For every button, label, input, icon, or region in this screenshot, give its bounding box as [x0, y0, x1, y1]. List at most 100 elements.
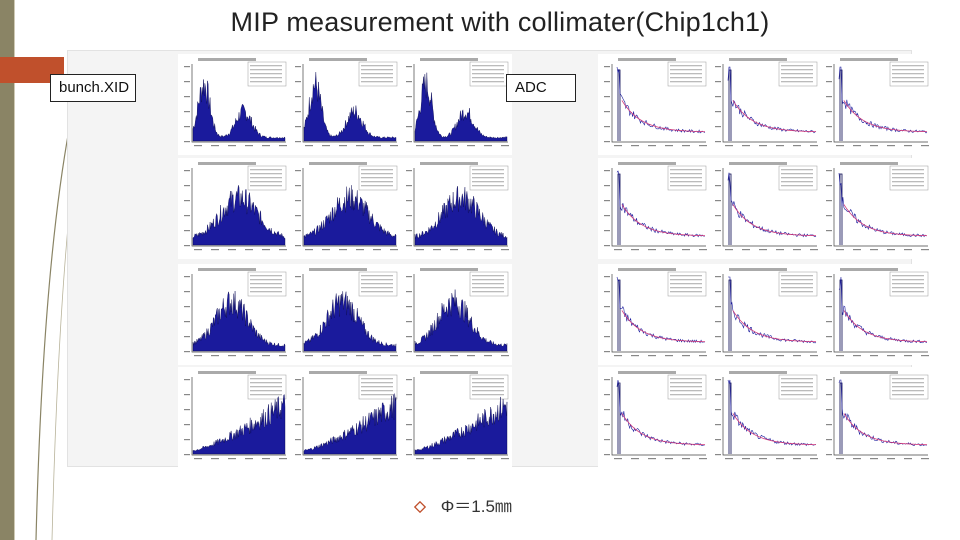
collimator-diameter: Φ＝1.5㎜	[440, 497, 512, 516]
y-tick-mark	[604, 141, 610, 143]
y-tick-mark	[715, 126, 721, 128]
y-tick-mark	[826, 81, 832, 83]
y-tick-mark	[604, 454, 610, 456]
x-tick-mark	[793, 458, 801, 460]
y-tick-mark	[295, 306, 301, 308]
y-tick-mark	[295, 394, 301, 396]
y-tick-mark	[406, 141, 412, 143]
stats-line	[361, 181, 393, 183]
stats-line	[250, 77, 282, 79]
x-tick-mark	[725, 145, 733, 147]
y-tick-mark	[295, 276, 301, 278]
histogram-header-mark	[618, 162, 676, 165]
stats-line	[472, 173, 504, 175]
stats-line	[892, 283, 924, 285]
y-tick-mark	[295, 321, 301, 323]
x-tick-mark	[433, 458, 441, 460]
histogram-header-mark	[420, 58, 478, 61]
x-tick-mark	[793, 355, 801, 357]
stats-line	[892, 65, 924, 67]
x-tick-mark	[433, 355, 441, 357]
y-tick-mark	[295, 351, 301, 353]
y-tick-mark	[604, 351, 610, 353]
histogram-fill	[303, 185, 397, 246]
histogram-header-mark	[420, 371, 478, 374]
y-tick-mark	[715, 306, 721, 308]
y-tick-mark	[406, 439, 412, 441]
y-tick-mark	[184, 351, 190, 353]
stats-line	[781, 65, 813, 67]
stats-line	[892, 279, 924, 281]
x-tick-mark	[682, 355, 690, 357]
stats-line	[781, 73, 813, 75]
x-tick-mark	[810, 249, 818, 251]
histogram-header-mark	[729, 58, 787, 61]
y-tick-mark	[184, 439, 190, 441]
x-tick-mark	[699, 145, 707, 147]
adc-histogram-line	[727, 66, 817, 134]
x-tick-mark	[648, 458, 656, 460]
histogram-header-mark	[729, 162, 787, 165]
stats-line	[781, 291, 813, 293]
x-tick-mark	[373, 355, 381, 357]
stats-line	[361, 394, 393, 396]
x-tick-mark	[836, 458, 844, 460]
stats-line	[781, 69, 813, 71]
axes-frame	[722, 168, 817, 247]
x-tick-mark	[339, 458, 347, 460]
x-tick-mark	[228, 145, 236, 147]
x-tick-mark	[725, 355, 733, 357]
x-tick-mark	[853, 249, 861, 251]
stats-line	[250, 275, 282, 277]
stats-line	[670, 65, 702, 67]
stats-line	[361, 378, 393, 380]
y-tick-mark	[184, 96, 190, 98]
histogram-canvas	[184, 162, 287, 251]
histogram-canvas	[826, 371, 929, 460]
stats-line	[250, 291, 282, 293]
y-tick-mark	[184, 185, 190, 187]
x-tick-mark	[870, 355, 878, 357]
fit-curve	[732, 100, 817, 133]
y-tick-mark	[715, 424, 721, 426]
y-tick-mark	[184, 200, 190, 202]
y-tick-mark	[826, 245, 832, 247]
bunchxid-label: bunch.XID	[50, 74, 136, 102]
y-tick-mark	[715, 111, 721, 113]
histogram-header-mark	[840, 371, 898, 374]
x-tick-mark	[305, 458, 313, 460]
axes-frame	[413, 168, 508, 247]
axes-frame	[191, 64, 286, 143]
x-tick-mark	[836, 249, 844, 251]
x-tick-mark	[665, 458, 673, 460]
x-tick-mark	[921, 355, 929, 357]
histogram-canvas	[604, 268, 707, 357]
axes-frame	[413, 274, 508, 353]
x-tick-mark	[759, 145, 767, 147]
y-tick-mark	[715, 276, 721, 278]
x-tick-mark	[501, 145, 509, 147]
y-tick-mark	[604, 96, 610, 98]
x-tick-mark	[339, 145, 347, 147]
y-tick-mark	[826, 185, 832, 187]
stats-line	[892, 173, 924, 175]
x-tick-mark	[467, 249, 475, 251]
x-tick-mark	[390, 145, 398, 147]
histogram-header-mark	[198, 268, 256, 271]
x-tick-mark	[776, 355, 784, 357]
stats-line	[781, 275, 813, 277]
stats-line	[892, 291, 924, 293]
y-tick-mark	[295, 141, 301, 143]
stats-line	[892, 390, 924, 392]
x-tick-mark	[262, 355, 270, 357]
x-tick-mark	[245, 145, 253, 147]
y-tick-mark	[184, 454, 190, 456]
x-tick-mark	[416, 355, 424, 357]
x-tick-mark	[501, 355, 509, 357]
y-tick-mark	[715, 96, 721, 98]
stats-line	[670, 173, 702, 175]
x-tick-mark	[373, 458, 381, 460]
stats-line	[781, 77, 813, 79]
x-tick-mark	[853, 355, 861, 357]
x-tick-mark	[921, 249, 929, 251]
